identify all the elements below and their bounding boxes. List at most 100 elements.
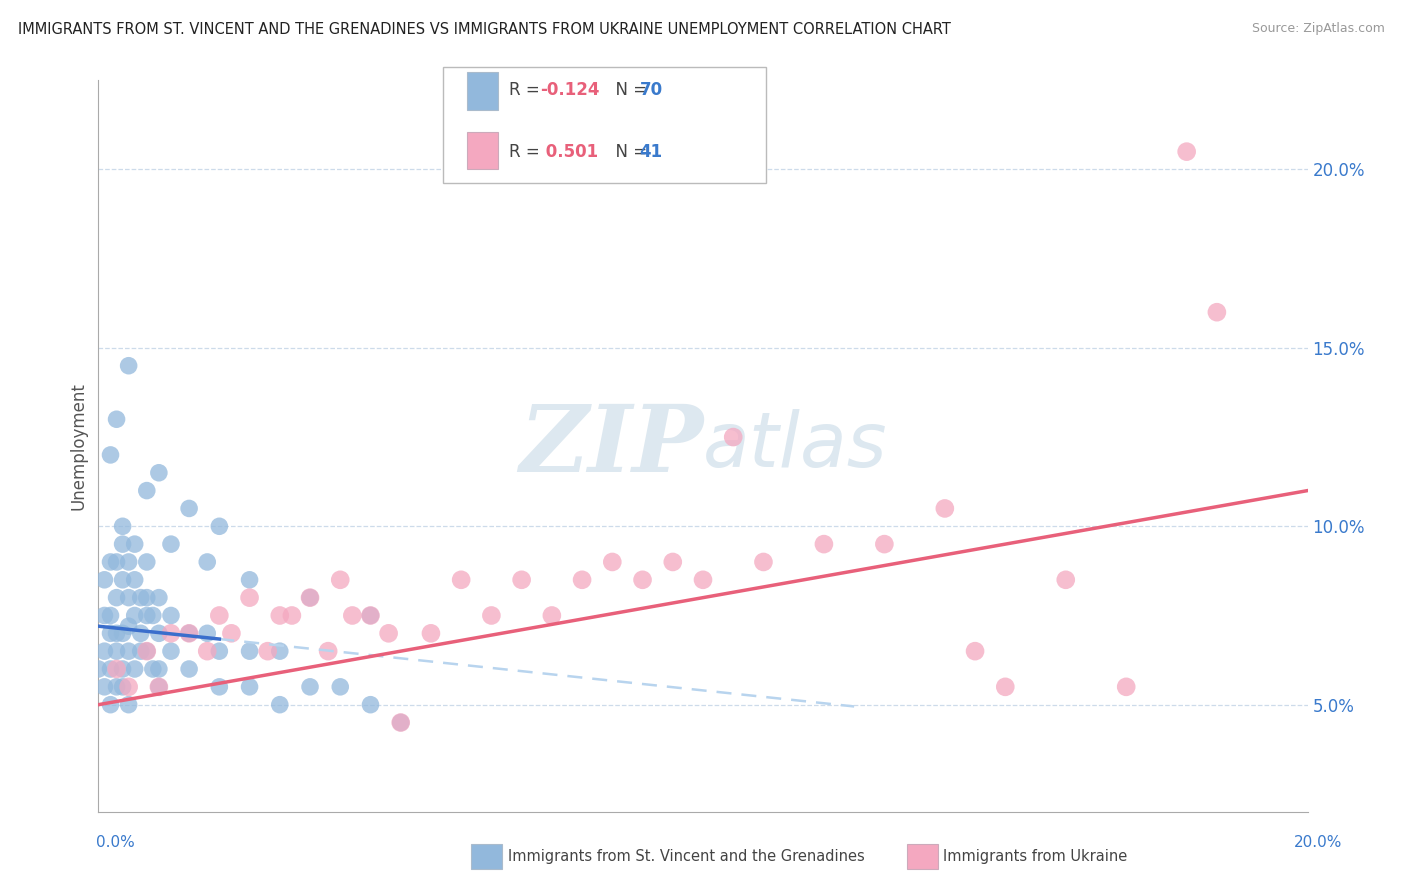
- Point: [256, 644, 278, 658]
- Point: [208, 519, 231, 533]
- Text: 70: 70: [640, 81, 662, 99]
- Point: [148, 680, 170, 694]
- Point: [179, 626, 201, 640]
- Point: [1206, 305, 1229, 319]
- Point: [129, 626, 152, 640]
- Point: [602, 555, 624, 569]
- Point: [208, 644, 231, 658]
- Point: [299, 591, 322, 605]
- Point: [329, 573, 352, 587]
- Point: [100, 662, 122, 676]
- Point: [111, 626, 134, 640]
- Point: [118, 591, 141, 605]
- Point: [124, 573, 146, 587]
- Point: [571, 573, 593, 587]
- Point: [105, 555, 128, 569]
- Point: [360, 698, 382, 712]
- Point: [100, 555, 122, 569]
- Text: -0.124: -0.124: [540, 81, 599, 99]
- Text: R =: R =: [509, 81, 546, 99]
- Point: [661, 555, 683, 569]
- Point: [813, 537, 835, 551]
- Point: [135, 644, 157, 658]
- Point: [118, 698, 141, 712]
- Point: [179, 662, 201, 676]
- Point: [208, 680, 231, 694]
- Point: [135, 644, 157, 658]
- Point: [100, 608, 122, 623]
- Point: [105, 626, 128, 640]
- Point: [239, 573, 262, 587]
- Point: [329, 680, 352, 694]
- Point: [148, 626, 170, 640]
- Text: Source: ZipAtlas.com: Source: ZipAtlas.com: [1251, 22, 1385, 36]
- Point: [124, 537, 146, 551]
- Text: Immigrants from Ukraine: Immigrants from Ukraine: [943, 849, 1128, 863]
- Point: [208, 608, 231, 623]
- Point: [142, 662, 165, 676]
- Point: [281, 608, 304, 623]
- Point: [105, 662, 128, 676]
- Point: [420, 626, 443, 640]
- Point: [100, 698, 122, 712]
- Point: [873, 537, 896, 551]
- Point: [124, 662, 146, 676]
- Point: [481, 608, 503, 623]
- Point: [100, 626, 122, 640]
- Point: [723, 430, 745, 444]
- Text: N =: N =: [605, 81, 652, 99]
- Point: [135, 483, 157, 498]
- Point: [148, 680, 170, 694]
- Point: [105, 591, 128, 605]
- Point: [87, 662, 110, 676]
- Point: [360, 608, 382, 623]
- Point: [118, 680, 141, 694]
- Point: [510, 573, 533, 587]
- Point: [342, 608, 364, 623]
- Point: [179, 626, 201, 640]
- Point: [160, 608, 183, 623]
- Text: ZIP: ZIP: [519, 401, 703, 491]
- Text: 0.501: 0.501: [540, 143, 598, 161]
- Point: [160, 644, 183, 658]
- Point: [129, 644, 152, 658]
- Point: [221, 626, 243, 640]
- Point: [1175, 145, 1198, 159]
- Point: [631, 573, 654, 587]
- Point: [377, 626, 399, 640]
- Point: [269, 608, 291, 623]
- Text: IMMIGRANTS FROM ST. VINCENT AND THE GRENADINES VS IMMIGRANTS FROM UKRAINE UNEMPL: IMMIGRANTS FROM ST. VINCENT AND THE GREN…: [18, 22, 950, 37]
- Point: [111, 573, 134, 587]
- Point: [195, 555, 218, 569]
- Text: 41: 41: [640, 143, 662, 161]
- Point: [118, 619, 141, 633]
- Point: [100, 448, 122, 462]
- Point: [148, 466, 170, 480]
- Point: [752, 555, 775, 569]
- Point: [450, 573, 472, 587]
- Point: [269, 644, 291, 658]
- Point: [93, 680, 115, 694]
- Point: [118, 644, 141, 658]
- Point: [160, 537, 183, 551]
- Point: [965, 644, 987, 658]
- Text: atlas: atlas: [703, 409, 887, 483]
- Point: [160, 626, 183, 640]
- Point: [299, 680, 322, 694]
- Point: [105, 680, 128, 694]
- Point: [360, 608, 382, 623]
- Point: [299, 591, 322, 605]
- Point: [1115, 680, 1137, 694]
- Point: [540, 608, 562, 623]
- Point: [269, 698, 291, 712]
- Point: [148, 662, 170, 676]
- Point: [129, 591, 152, 605]
- Point: [135, 591, 157, 605]
- Point: [389, 715, 412, 730]
- Point: [692, 573, 714, 587]
- Text: Immigrants from St. Vincent and the Grenadines: Immigrants from St. Vincent and the Gren…: [508, 849, 865, 863]
- Point: [239, 644, 262, 658]
- Point: [142, 608, 165, 623]
- Point: [934, 501, 956, 516]
- Text: 20.0%: 20.0%: [1295, 836, 1343, 850]
